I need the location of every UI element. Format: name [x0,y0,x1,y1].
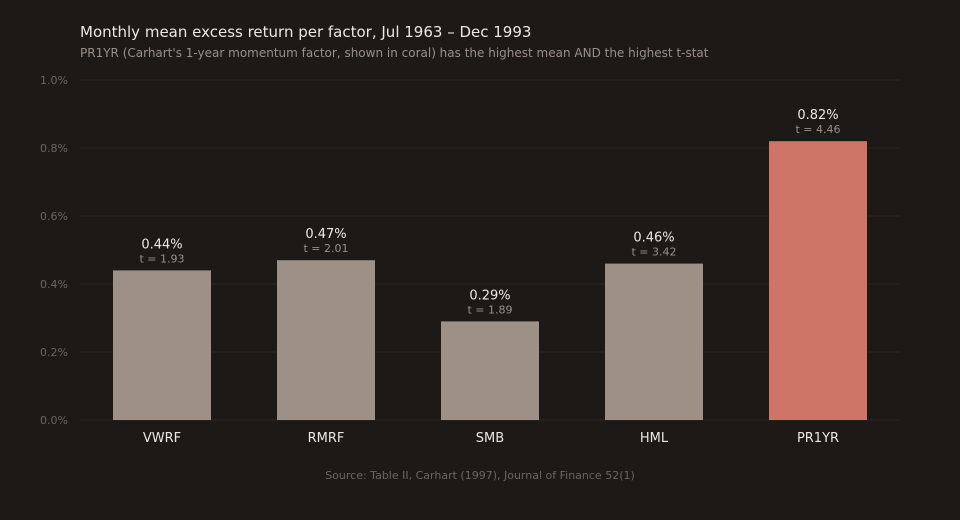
data-label: 0.44% [141,237,182,252]
x-tick-label: SMB [476,431,504,446]
chart-subtitle: PR1YR (Carhart's 1-year momentum factor,… [80,46,709,60]
y-tick-label: 0.2% [40,346,68,359]
y-tick-label: 0.8% [40,142,68,155]
bar [441,321,539,420]
y-tick-label: 0.0% [40,414,68,427]
x-tick-label: PR1YR [797,431,839,446]
data-label: 0.82% [797,108,838,123]
data-label: 0.47% [305,227,346,242]
bar [113,270,211,420]
chart-source: Source: Table II, Carhart (1997), Journa… [325,469,635,482]
bar [277,260,375,420]
x-tick-label: RMRF [308,431,345,446]
bar [769,141,867,420]
x-tick-label: HML [640,431,669,446]
t-stat-label: t = 3.42 [631,246,676,259]
chart-title: Monthly mean excess return per factor, J… [80,23,532,41]
t-stat-label: t = 1.93 [139,252,184,265]
y-tick-label: 0.4% [40,278,68,291]
y-tick-label: 1.0% [40,74,68,87]
t-stat-label: t = 1.89 [467,303,512,316]
t-stat-label: t = 4.46 [795,123,840,136]
y-tick-label: 0.6% [40,210,68,223]
x-tick-label: VWRF [143,431,181,446]
t-stat-label: t = 2.01 [303,242,348,255]
bar [605,263,703,420]
data-label: 0.29% [469,288,510,303]
data-label: 0.46% [633,231,674,246]
